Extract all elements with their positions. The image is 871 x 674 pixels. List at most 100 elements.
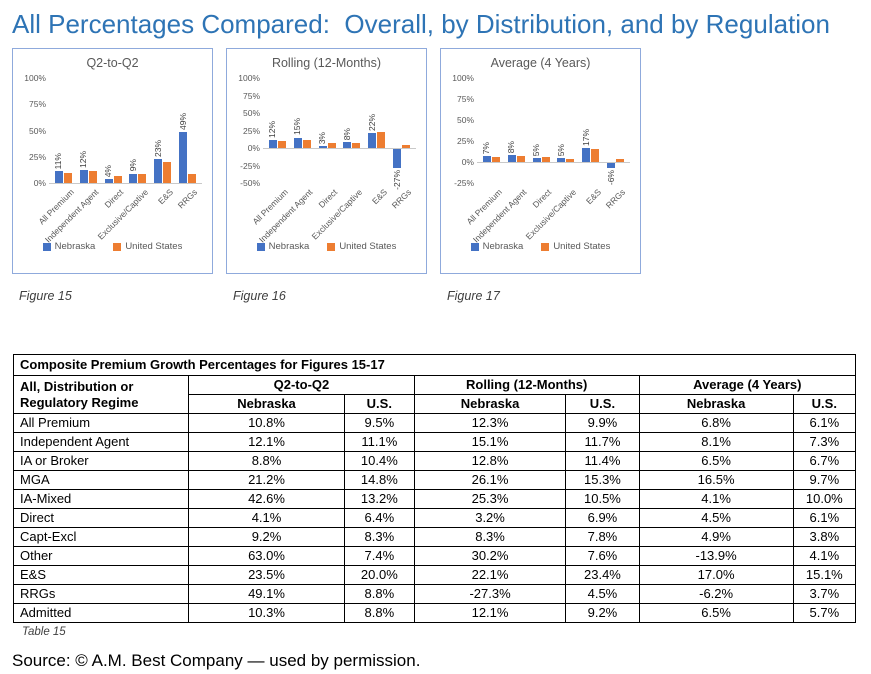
row-label: MGA — [12, 470, 190, 490]
bar-united-states — [302, 139, 311, 148]
nebraska-legend-swatch — [470, 242, 479, 251]
chart-plot-area: 100% 75% 50% 25% 0% 11% 12% 4% 9% 23% 49% — [24, 73, 202, 188]
y-axis-tick-label: 25% — [456, 136, 474, 146]
value-cell: 9.2% — [565, 603, 640, 623]
value-cell: 4.1% — [188, 508, 345, 528]
figures-row: Q2-to-Q2 100% 75% 50% 25% 0% 11% 12% 4% 9% 23% 49% A… — [12, 48, 859, 303]
value-cell: 15.1% — [792, 565, 857, 585]
value-cell: 7.3% — [792, 432, 857, 452]
chart-figure: Average (4 Years) 100% 75% 50% 25% 0% -25% 7% 8%… — [440, 48, 641, 274]
value-cell: 6.4% — [343, 508, 415, 528]
value-cell: 6.5% — [638, 451, 794, 471]
y-axis-tick-label: 25% — [242, 125, 260, 136]
subheader-us: U.S. — [343, 394, 415, 414]
bar-data-label: 4% — [103, 164, 114, 177]
bar-nebraska — [343, 142, 352, 148]
composite-premium-growth-table: Composite Premium Growth Percentages for… — [12, 354, 857, 623]
bar-united-states — [277, 141, 286, 148]
value-cell: 12.1% — [413, 603, 567, 623]
bar-nebraska — [104, 178, 113, 183]
table-group-header-row: All, Distribution or Regulatory Regime Q2-… — [12, 375, 857, 414]
bar-nebraska — [54, 171, 63, 183]
bar-nebraska — [482, 156, 491, 162]
category-label: E&S — [155, 187, 175, 207]
chart-figure: Rolling (12-Months) 100% 75% 50% 25% 0% -25% -5… — [226, 48, 427, 274]
bar-data-label: 7% — [481, 141, 492, 155]
subheader-us: U.S. — [792, 394, 857, 414]
chart-legend: Nebraska United States — [441, 241, 640, 252]
value-cell: 6.1% — [792, 413, 857, 433]
value-cell: 15.1% — [413, 432, 567, 452]
bar-united-states — [402, 144, 411, 148]
row-label: Direct — [12, 508, 190, 528]
value-cell: 23.5% — [188, 565, 345, 585]
bar-united-states — [88, 171, 97, 183]
y-axis-tick-label: 100% — [24, 73, 46, 83]
value-cell: 25.3% — [413, 489, 567, 509]
legend-label: Nebraska — [268, 241, 310, 252]
legend-label: Nebraska — [482, 241, 524, 252]
bar-nebraska — [179, 131, 188, 183]
bar-data-label: 15% — [292, 118, 303, 136]
bar-data-label: 12% — [267, 120, 278, 138]
bar-data-label: 22% — [366, 113, 377, 131]
category-label: RRGs — [176, 187, 200, 211]
y-axis-tick-label: 0% — [247, 143, 260, 153]
value-cell: 20.0% — [343, 565, 415, 585]
value-cell: 4.5% — [565, 584, 640, 604]
bar-data-label: 5% — [555, 143, 566, 156]
value-cell: 30.2% — [413, 546, 567, 566]
value-cell: 4.1% — [792, 546, 857, 566]
table-row: Independent Agent 12.1% 11.1% 15.1% 11.7% 8.1… — [12, 432, 857, 452]
value-cell: 26.1% — [413, 470, 567, 490]
bar-data-label: 11% — [53, 153, 64, 170]
bar-united-states — [591, 149, 600, 162]
group-header: Average (4 Years) — [638, 375, 857, 395]
table-row: IA-Mixed 42.6% 13.2% 25.3% 10.5% 4.1% 10.0% — [12, 489, 857, 509]
bar-nebraska — [154, 158, 163, 183]
united-states-legend-swatch — [113, 242, 122, 251]
value-cell: 9.2% — [188, 527, 345, 547]
value-cell: 17.0% — [638, 565, 794, 585]
subheader-nebraska: Nebraska — [638, 394, 794, 414]
table-row: E&S 23.5% 20.0% 22.1% 23.4% 17.0% 15.1% — [12, 565, 857, 585]
legend-item: Nebraska — [470, 241, 524, 252]
bar-data-label: 3% — [317, 131, 328, 144]
subheader-nebraska: Nebraska — [188, 394, 345, 414]
united-states-legend-swatch — [541, 242, 550, 251]
category-axis-line — [477, 162, 630, 163]
value-cell: 3.8% — [792, 527, 857, 547]
row-header-line2: Regulatory Regime — [20, 394, 139, 410]
bar-united-states — [516, 155, 525, 162]
category-label: RRGs — [390, 187, 414, 211]
bar-united-states — [188, 173, 197, 183]
bar-nebraska — [582, 147, 591, 162]
row-label: IA or Broker — [12, 451, 190, 471]
bar-nebraska — [557, 157, 566, 162]
bar-united-states — [352, 142, 361, 148]
category-label: Direct — [316, 187, 340, 210]
y-axis-tick-label: 25% — [28, 151, 46, 162]
row-label: Independent Agent — [12, 432, 190, 452]
y-axis-tick-label: -25% — [454, 178, 474, 188]
value-cell: -6.2% — [638, 584, 794, 604]
value-cell: 4.9% — [638, 527, 794, 547]
value-cell: 7.6% — [565, 546, 640, 566]
legend-item: Nebraska — [42, 241, 95, 252]
bar-united-states — [491, 156, 500, 162]
value-cell: 9.5% — [343, 413, 415, 433]
value-cell: 11.4% — [565, 451, 640, 471]
value-cell: 3.2% — [413, 508, 567, 528]
bar-united-states — [63, 173, 72, 183]
y-axis-tick-label: 75% — [456, 94, 474, 104]
chart-title: Rolling (12-Months) — [271, 56, 382, 70]
chart-plot-area: 100% 75% 50% 25% 0% -25% -50% 12% 15% 3% 8% 22% -27% — [238, 73, 416, 190]
chart-legend: Nebraska United States — [227, 241, 426, 252]
figure-column: Average (4 Years) 100% 75% 50% 25% 0% -25% 7% 8%… — [440, 48, 641, 303]
value-cell: 13.2% — [343, 489, 415, 509]
bar-data-label: 8% — [341, 128, 352, 141]
chart-title: Average (4 Years) — [490, 56, 591, 70]
category-label: E&S — [369, 187, 389, 207]
bar-data-label: 5% — [531, 143, 542, 156]
value-cell: 9.7% — [792, 470, 857, 490]
